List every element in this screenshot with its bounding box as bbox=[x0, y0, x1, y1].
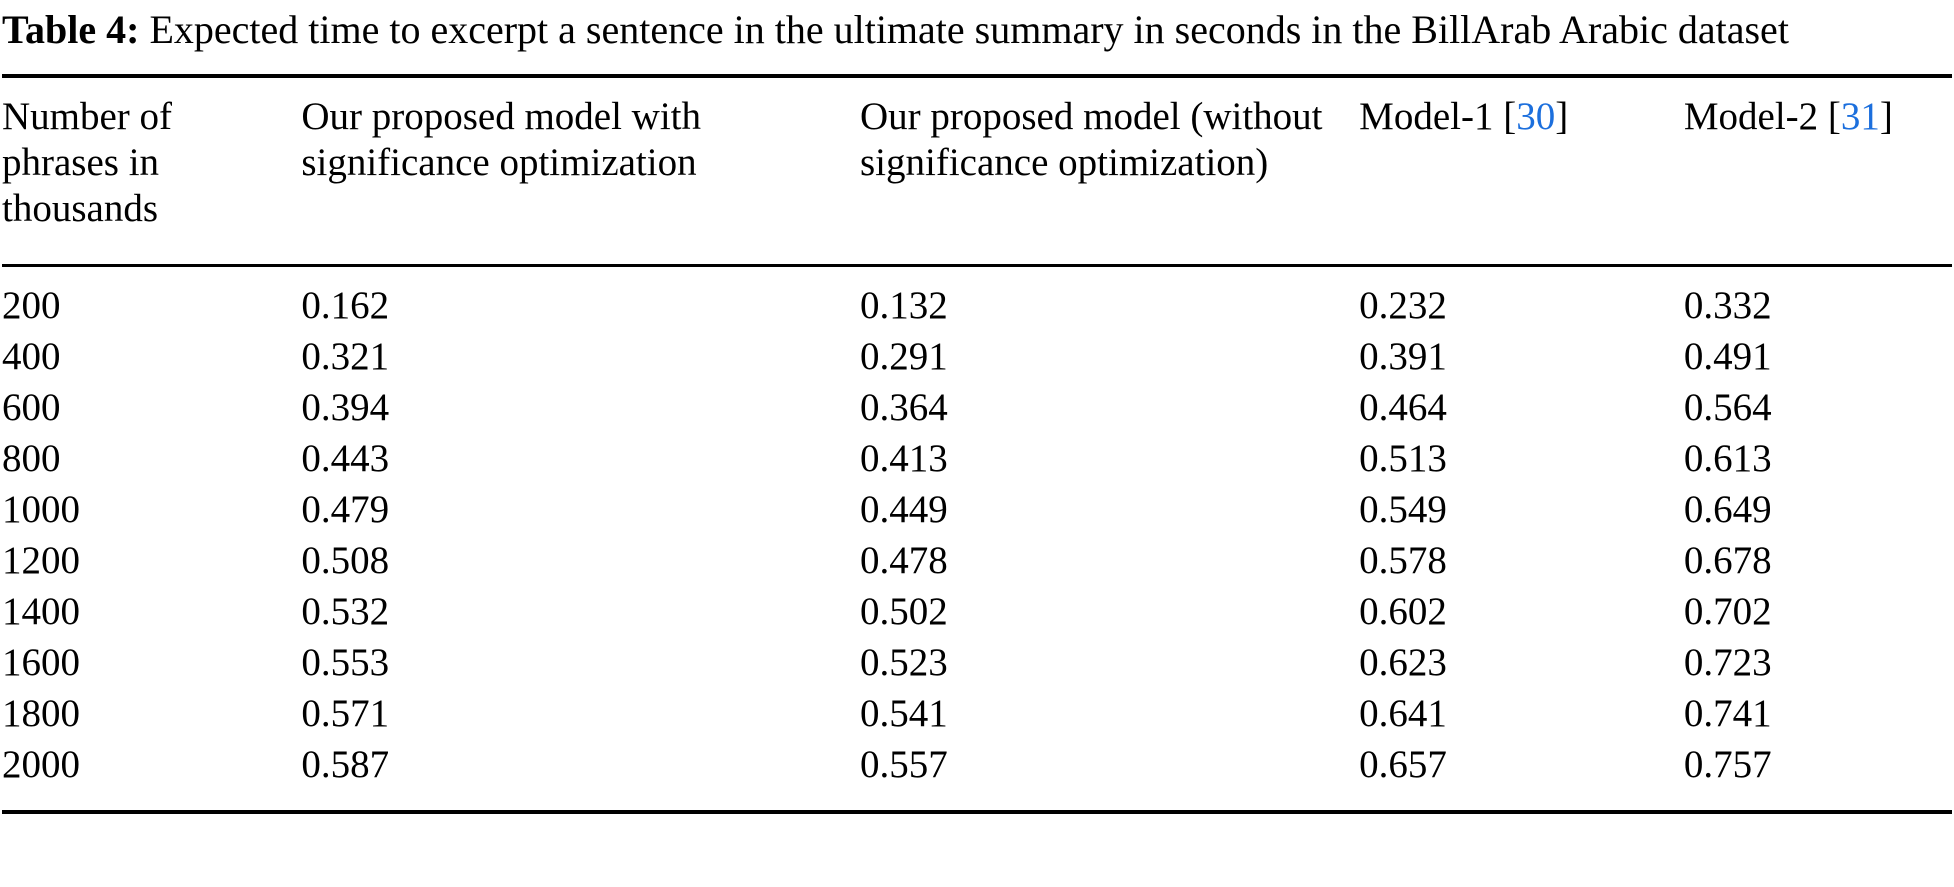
value-cell-proposed-with: 0.394 bbox=[301, 386, 390, 429]
value-cell-model2: 0.649 bbox=[1683, 488, 1772, 531]
table-row: 1200 0.508 0.478 0.578 0.678 bbox=[2, 535, 1952, 586]
value-cell-proposed-with: 0.162 bbox=[301, 284, 390, 327]
value-cell-proposed-without: 0.478 bbox=[859, 539, 948, 582]
value-cell-proposed-without: 0.364 bbox=[859, 386, 948, 429]
value-cell-model2: 0.757 bbox=[1683, 743, 1772, 786]
value-cell-proposed-without: 0.449 bbox=[859, 488, 948, 531]
header-row: Number of phrases in thousands Our propo… bbox=[2, 76, 1952, 266]
value-cell-proposed-with: 0.508 bbox=[301, 539, 390, 582]
value-cell-proposed-without: 0.557 bbox=[859, 743, 948, 786]
value-cell-proposed-without: 0.291 bbox=[859, 335, 948, 378]
col-header-model2-label: Model-2 bbox=[1683, 95, 1819, 138]
value-cell-model2: 0.702 bbox=[1683, 590, 1772, 633]
value-cell-model1: 0.464 bbox=[1359, 386, 1447, 429]
citation-bracket-close: ] bbox=[1879, 95, 1893, 138]
table-body: 200 0.162 0.132 0.232 0.332 400 0.321 0.… bbox=[2, 266, 1952, 813]
value-cell-proposed-without: 0.523 bbox=[859, 641, 948, 684]
row-label-cell: 1400 bbox=[2, 590, 80, 633]
value-cell-model1: 0.602 bbox=[1359, 590, 1447, 633]
citation-link-30[interactable]: 30 bbox=[1516, 95, 1556, 138]
value-cell-model2: 0.723 bbox=[1683, 641, 1772, 684]
value-cell-proposed-with: 0.443 bbox=[301, 437, 390, 480]
row-label-cell: 1600 bbox=[2, 641, 80, 684]
row-label-cell: 400 bbox=[2, 335, 61, 378]
value-cell-model1: 0.578 bbox=[1359, 539, 1447, 582]
value-cell-proposed-with: 0.532 bbox=[301, 590, 390, 633]
col-header-proposed-without-optimization: Our proposed model (without significance… bbox=[859, 95, 1323, 184]
col-header-model2: Model-2 [31] bbox=[1684, 76, 1952, 266]
citation-bracket-open: [ bbox=[1503, 95, 1517, 138]
value-cell-proposed-with: 0.553 bbox=[301, 641, 390, 684]
row-label-cell: 800 bbox=[2, 437, 61, 480]
value-cell-proposed-without: 0.132 bbox=[859, 284, 948, 327]
value-cell-proposed-without: 0.541 bbox=[859, 692, 948, 735]
row-label-cell: 600 bbox=[2, 386, 61, 429]
table-row: 2000 0.587 0.557 0.657 0.757 bbox=[2, 739, 1952, 812]
table-row: 1600 0.553 0.523 0.623 0.723 bbox=[2, 637, 1952, 688]
citation-bracket-close: ] bbox=[1555, 95, 1569, 138]
value-cell-proposed-with: 0.587 bbox=[301, 743, 390, 786]
value-cell-proposed-with: 0.479 bbox=[301, 488, 390, 531]
value-cell-proposed-with: 0.321 bbox=[301, 335, 390, 378]
col-header-proposed-with-optimization: Our proposed model with significance opt… bbox=[301, 95, 702, 184]
table-caption: Table 4: Expected time to excerpt a sent… bbox=[2, 6, 1952, 53]
row-label-cell: 1200 bbox=[2, 539, 80, 582]
row-label-cell: 1800 bbox=[2, 692, 80, 735]
value-cell-model2: 0.564 bbox=[1683, 386, 1772, 429]
value-cell-model2: 0.332 bbox=[1683, 284, 1772, 327]
table-row: 1000 0.479 0.449 0.549 0.649 bbox=[2, 484, 1952, 535]
value-cell-proposed-without: 0.502 bbox=[859, 590, 948, 633]
table-row: 1400 0.532 0.502 0.602 0.702 bbox=[2, 586, 1952, 637]
value-cell-proposed-with: 0.571 bbox=[301, 692, 390, 735]
value-cell-model2: 0.491 bbox=[1683, 335, 1772, 378]
value-cell-model2: 0.741 bbox=[1683, 692, 1772, 735]
value-cell-model1: 0.232 bbox=[1359, 284, 1447, 327]
value-cell-proposed-without: 0.413 bbox=[859, 437, 948, 480]
value-cell-model1: 0.641 bbox=[1359, 692, 1447, 735]
table-row: 200 0.162 0.132 0.232 0.332 bbox=[2, 266, 1952, 332]
results-table: Number of phrases in thousands Our propo… bbox=[2, 74, 1952, 814]
col-header-model1: Model-1 [30] bbox=[1359, 76, 1684, 266]
value-cell-model1: 0.623 bbox=[1359, 641, 1447, 684]
citation-bracket-open: [ bbox=[1827, 95, 1841, 138]
table-row: 400 0.321 0.291 0.391 0.491 bbox=[2, 331, 1952, 382]
value-cell-model1: 0.657 bbox=[1359, 743, 1447, 786]
table-row: 600 0.394 0.364 0.464 0.564 bbox=[2, 382, 1952, 433]
col-header-phrases: Number of phrases in thousands bbox=[2, 95, 173, 230]
value-cell-model1: 0.549 bbox=[1359, 488, 1447, 531]
row-label-cell: 2000 bbox=[2, 743, 80, 786]
value-cell-model2: 0.678 bbox=[1683, 539, 1772, 582]
citation-link-31[interactable]: 31 bbox=[1840, 95, 1880, 138]
value-cell-model1: 0.513 bbox=[1359, 437, 1447, 480]
col-header-model1-label: Model-1 bbox=[1359, 95, 1494, 138]
row-label-cell: 200 bbox=[2, 284, 61, 327]
table-row: 800 0.443 0.413 0.513 0.613 bbox=[2, 433, 1952, 484]
row-label-cell: 1000 bbox=[2, 488, 80, 531]
table-row: 1800 0.571 0.541 0.641 0.741 bbox=[2, 688, 1952, 739]
caption-text: Expected time to excerpt a sentence in t… bbox=[149, 7, 1789, 52]
table-header: Number of phrases in thousands Our propo… bbox=[2, 76, 1952, 266]
caption-label: Table 4: bbox=[2, 7, 140, 52]
value-cell-model1: 0.391 bbox=[1359, 335, 1447, 378]
value-cell-model2: 0.613 bbox=[1683, 437, 1772, 480]
